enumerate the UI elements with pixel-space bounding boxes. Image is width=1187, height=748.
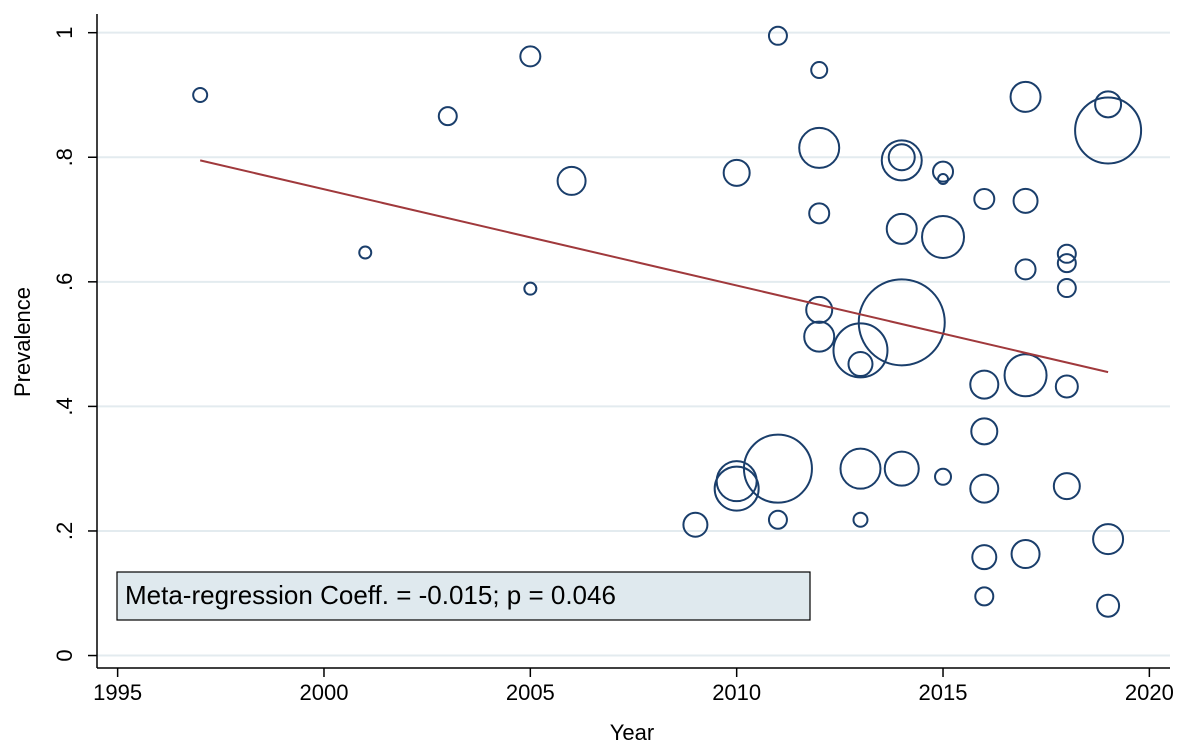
bubble [767, 25, 788, 46]
bubble [556, 165, 587, 196]
bubble [932, 160, 955, 183]
bubble [713, 465, 760, 512]
bubble [1052, 472, 1081, 501]
bubble [1056, 253, 1077, 274]
y-tick-label: .8 [52, 148, 77, 166]
bubble [937, 173, 950, 186]
bubble [808, 202, 831, 225]
y-tick-label: 0 [52, 649, 77, 661]
bubble [971, 544, 998, 571]
bubble [885, 212, 918, 245]
bubble [358, 245, 373, 260]
x-tick-label: 2010 [712, 680, 761, 705]
y-tick-label: .2 [52, 522, 77, 540]
bubble [1003, 353, 1048, 398]
x-tick-label: 1995 [93, 680, 142, 705]
bubble [852, 511, 869, 528]
x-tick-label: 2005 [506, 680, 555, 705]
bubble [523, 281, 538, 296]
annotation-box [116, 571, 811, 621]
bubble [767, 509, 788, 530]
x-tick-label: 2020 [1125, 680, 1174, 705]
bubble [921, 214, 966, 259]
bubble [887, 143, 916, 172]
bubble [857, 278, 946, 367]
bubble [832, 322, 889, 379]
bubble [1094, 90, 1123, 119]
bubble [437, 106, 458, 127]
bubble [742, 433, 813, 504]
x-tick-label: 2000 [300, 680, 349, 705]
bubble [969, 369, 1000, 400]
bubble [1010, 539, 1041, 570]
bubble [682, 511, 709, 538]
bubble [1009, 80, 1042, 113]
bubble [810, 61, 829, 80]
bubble [1092, 523, 1125, 556]
y-tick-label: .4 [52, 397, 77, 415]
bubble [192, 86, 209, 103]
bubble [798, 126, 841, 169]
bubble [883, 450, 920, 487]
bubble [1074, 96, 1143, 165]
x-axis-title: Year [610, 720, 654, 745]
y-axis-title: Prevalence [10, 287, 35, 397]
x-tick-label: 2015 [919, 680, 968, 705]
bubble [839, 447, 882, 490]
bubble [973, 187, 996, 210]
annotation: Meta-regression Coeff. = -0.015; p = 0.0… [125, 580, 616, 610]
bubble [1014, 258, 1037, 281]
y-tick-label: 1 [52, 27, 77, 39]
bubble [1012, 187, 1039, 214]
bubble [805, 295, 834, 324]
bubble [970, 417, 999, 446]
bubble [1054, 374, 1079, 399]
bubble [934, 467, 953, 486]
bubble [880, 139, 923, 182]
bubble [969, 473, 1000, 504]
bubble [974, 586, 995, 607]
bubble [847, 351, 874, 378]
bubble [1056, 243, 1077, 264]
bubble [1056, 278, 1077, 299]
fit-line [199, 159, 1109, 374]
y-tick-label: .6 [52, 273, 77, 291]
bubble [722, 158, 751, 187]
bubble [1096, 593, 1121, 618]
bubble [803, 320, 836, 353]
bubble [519, 45, 542, 68]
